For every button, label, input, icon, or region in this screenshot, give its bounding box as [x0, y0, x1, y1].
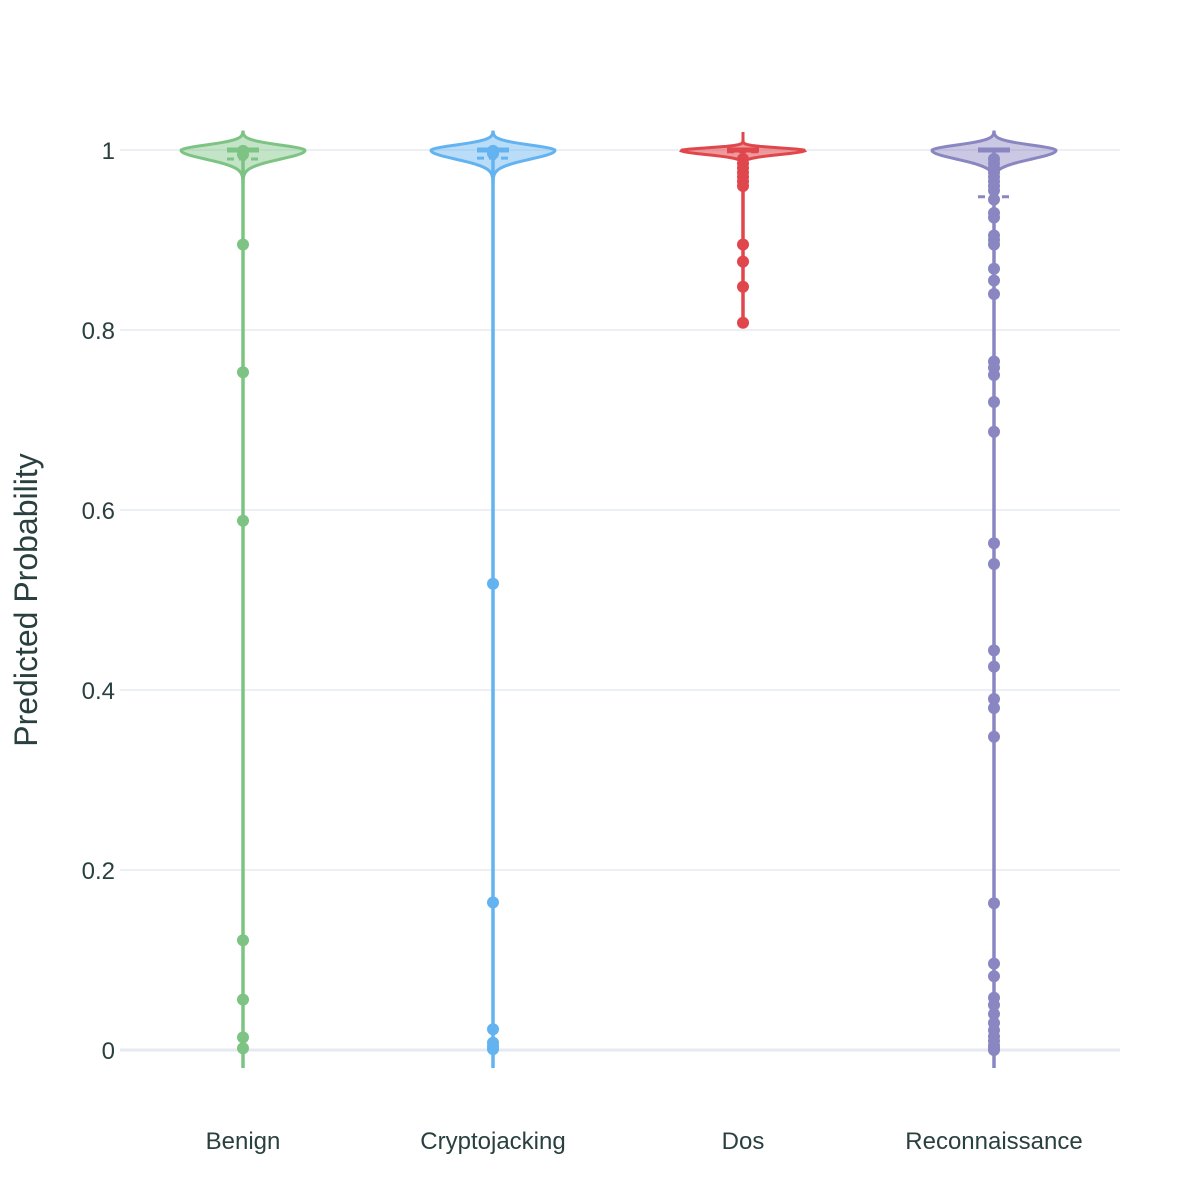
outlier-point	[988, 262, 1000, 275]
outlier-point	[487, 896, 499, 909]
outlier-point	[237, 514, 249, 527]
outlier-point	[988, 537, 1000, 550]
outlier-point	[988, 693, 1000, 705]
outlier-point	[988, 1008, 1000, 1020]
y-tick-label: 0.6	[82, 498, 115, 525]
outlier-point	[988, 897, 1000, 910]
outlier-point	[988, 184, 1000, 197]
outlier-point	[988, 660, 1000, 673]
outlier-point	[988, 238, 1000, 251]
outlier-point	[988, 558, 1000, 570]
y-tick-label: 0.2	[82, 858, 115, 885]
outlier-point	[237, 934, 249, 947]
y-tick-label: 0	[102, 1038, 115, 1065]
outlier-point	[487, 577, 499, 590]
outlier-point	[988, 369, 1000, 381]
outlier-point	[237, 1031, 249, 1044]
y-axis-ticks: 0 0.2 0.4 0.6 0.8 1	[82, 138, 115, 1065]
outlier-point	[988, 702, 1000, 714]
outlier-point	[988, 193, 1000, 206]
violin-cryptojacking	[429, 130, 557, 1068]
outlier-point	[237, 148, 249, 161]
x-axis-ticks: Benign Cryptojacking Dos Reconnaissance	[206, 1128, 1083, 1155]
outlier-point	[988, 396, 1000, 408]
outlier-point	[487, 1043, 499, 1056]
outlier-point	[487, 147, 499, 160]
outlier-point	[237, 993, 249, 1006]
outlier-point	[237, 238, 249, 251]
y-tick-label: 0.4	[82, 678, 115, 705]
outlier-point	[988, 644, 1000, 657]
outlier-point	[988, 274, 1000, 287]
outlier-point	[737, 255, 749, 268]
x-tick-label: Reconnaissance	[905, 1128, 1082, 1155]
outlier-point	[737, 316, 749, 329]
y-axis-title: Predicted Probability	[8, 453, 44, 746]
outlier-point	[737, 153, 749, 165]
outlier-point	[988, 425, 1000, 438]
y-tick-label: 1	[102, 138, 115, 165]
quartile-box	[990, 150, 998, 152]
outlier-point	[487, 1023, 499, 1036]
y-tick-label: 0.8	[82, 318, 115, 345]
outlier-point	[988, 288, 1000, 300]
x-tick-label: Benign	[206, 1128, 281, 1155]
outlier-point	[737, 280, 749, 293]
violin-dos	[679, 132, 807, 329]
violin-reconnaissance	[930, 130, 1058, 1068]
gridlines	[120, 149, 1120, 1052]
outlier-point	[237, 1042, 249, 1055]
outlier-point	[988, 730, 1000, 743]
violin-benign	[179, 130, 307, 1068]
x-tick-label: Cryptojacking	[420, 1128, 565, 1155]
outlier-point	[988, 970, 1000, 983]
outlier-point	[988, 1044, 1000, 1056]
outlier-point	[737, 238, 749, 251]
outlier-point	[988, 211, 1000, 224]
outlier-point	[237, 366, 249, 379]
violins	[179, 130, 1058, 1068]
outlier-point	[988, 957, 1000, 970]
x-tick-label: Dos	[722, 1128, 765, 1155]
outlier-point	[988, 999, 1000, 1011]
